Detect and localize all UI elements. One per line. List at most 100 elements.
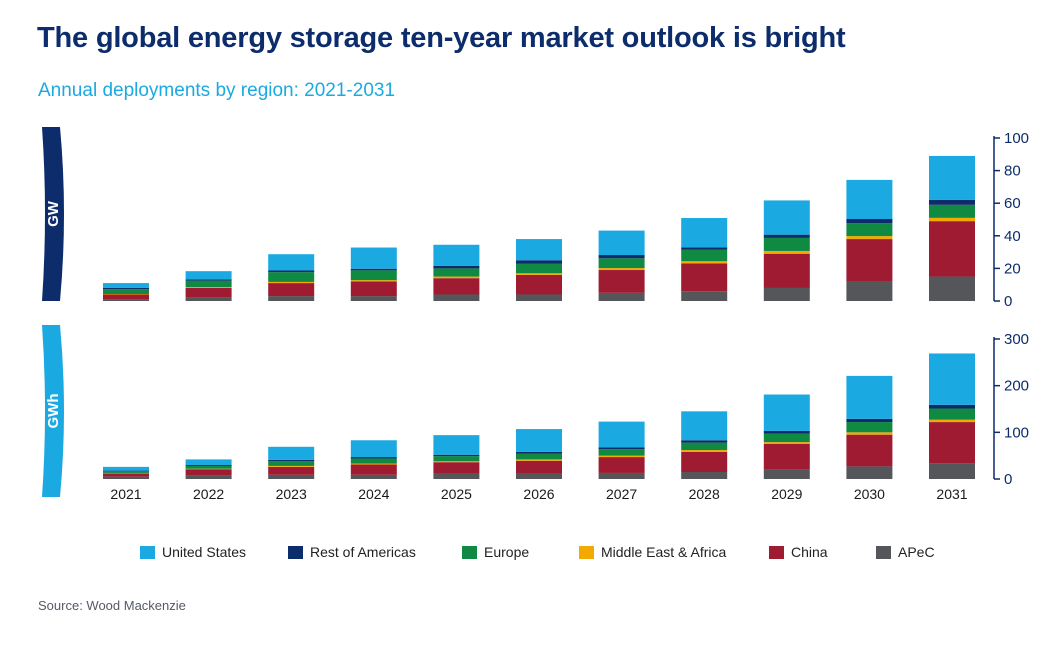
bar-gw-2023-middle-east-africa [268,281,315,284]
bar-gw-2025-europe [433,268,480,277]
bar-gwh-2028-europe [681,442,728,451]
bar-gw-2031-china [929,221,975,277]
bar-gw-2030-united-states [846,179,893,220]
bar-gwh-2031-middle-east-africa [929,419,975,423]
bar-gwh-2026-europe [516,453,562,460]
bar-gwh-2030-europe [846,422,893,433]
bar-gwh-2027-middle-east-africa [598,455,645,458]
bar-gw-2021-apec [103,299,149,301]
x-tick-label-2021: 2021 [110,486,141,502]
y-tick-label-gwh-200: 200 [1004,378,1029,395]
x-tick-label-2031: 2031 [936,486,967,502]
legend-item-apec: APeC [876,544,935,560]
legend-label-united-states: United States [162,544,247,560]
bar-gw-2023-apec [268,296,315,301]
bar-gwh-2026-united-states [516,429,562,452]
bar-gwh-2025-rest-of-americas [433,454,480,457]
bar-gw-2025-middle-east-africa [433,276,480,279]
legend-item-china: China [769,544,876,560]
bar-gw-2029-europe [763,237,810,251]
bar-gw-2025-united-states [433,244,480,266]
source-note: Source: Wood Mackenzie [38,598,186,613]
bar-gwh-2028-middle-east-africa [681,450,728,452]
bar-gw-2024-china [350,281,397,297]
y-tick-label-gwh-300: 300 [1004,331,1029,348]
bar-gwh-2031-apec [929,463,975,479]
bar-gwh-2022-china [185,469,232,476]
bar-gwh-2021-apec [103,476,149,479]
bar-gw-2030-middle-east-africa [846,236,893,240]
bar-gwh-2029-middle-east-africa [763,442,810,444]
bar-gwh-2025-europe [433,456,480,462]
bar-gw-2031-rest-of-americas [929,199,975,205]
bar-gwh-2023-rest-of-americas [268,459,315,462]
bar-gwh-2028-china [681,451,728,472]
bar-gwh-2028-rest-of-americas [681,440,728,443]
x-tick-label-2030: 2030 [854,486,885,502]
unit-tab-gwh [42,325,64,497]
bar-gwh-2030-rest-of-americas [846,418,893,423]
bar-gw-2030-apec [846,281,893,301]
bar-gwh-2027-apec [598,472,645,479]
bar-gw-2030-rest-of-americas [846,219,893,224]
bar-gwh-2024-europe [350,458,397,464]
legend-label-middle-east-africa: Middle East & Africa [601,544,727,560]
bar-gwh-2026-rest-of-americas [516,451,562,454]
bar-gw-2029-apec [763,287,810,301]
bar-gw-2027-europe [598,258,645,269]
legend-swatch-rest-of-americas [288,545,303,559]
bar-gw-2028-europe [681,249,728,262]
bar-gwh-2021-europe [103,471,149,473]
legend: United States Rest of Americas Europe Mi… [140,544,935,560]
bar-gw-2030-europe [846,223,893,237]
bar-gwh-2031-rest-of-americas [929,404,975,409]
y-tick-label-gw-100: 100 [1004,130,1029,147]
bar-gwh-2021-china [103,473,149,477]
legend-label-china: China [791,544,828,560]
legend-swatch-china [769,545,784,559]
bar-gw-2025-apec [433,294,480,301]
bar-gwh-2026-apec [516,473,562,479]
bar-gw-2023-china [268,283,315,297]
legend-swatch-europe [462,545,477,559]
bar-gw-2023-united-states [268,254,315,271]
bar-gw-2031-united-states [929,155,975,200]
x-tick-label-2025: 2025 [441,486,472,502]
bar-gw-2021-europe [103,289,149,294]
bar-gwh-2024-rest-of-americas [350,457,397,459]
bar-gwh-2026-middle-east-africa [516,459,562,461]
bar-gw-2022-rest-of-americas [185,279,232,281]
bar-gwh-2029-apec [763,469,810,479]
bar-gw-2025-china [433,278,480,295]
legend-label-apec: APeC [898,544,935,560]
legend-item-rest-of-americas: Rest of Americas [288,544,462,560]
legend-item-europe: Europe [462,544,579,560]
bar-gwh-2027-rest-of-americas [598,447,645,450]
unit-tab-gw [42,127,64,301]
y-tick-label-gwh-0: 0 [1004,471,1012,488]
bar-gwh-2030-middle-east-africa [846,432,893,435]
bar-gw-2029-united-states [763,200,810,235]
bar-gwh-2029-rest-of-americas [763,430,810,434]
bar-gwh-2022-rest-of-americas [185,465,232,466]
bar-gwh-2023-middle-east-africa [268,465,315,467]
bar-gw-2031-middle-east-africa [929,217,975,222]
y-tick-label-gwh-100: 100 [1004,424,1029,441]
bar-gw-2028-united-states [681,218,728,248]
y-tick-label-gw-40: 40 [1004,228,1021,245]
bar-gwh-2030-apec [846,466,893,479]
bar-gw-2023-europe [268,272,315,282]
legend-label-europe: Europe [484,544,530,560]
bar-gwh-2022-europe [185,465,232,469]
bar-gw-2026-china [516,274,562,295]
bar-gw-2026-middle-east-africa [516,273,562,275]
bar-gwh-2029-united-states [763,394,810,431]
bar-gwh-2027-united-states [598,421,645,448]
bar-gwh-2024-middle-east-africa [350,463,397,465]
bar-gwh-2031-china [929,422,975,464]
legend-swatch-apec [876,545,891,559]
legend-swatch-united-states [140,545,155,559]
bar-gw-2022-europe [185,280,232,288]
bar-gw-2027-united-states [598,230,645,256]
